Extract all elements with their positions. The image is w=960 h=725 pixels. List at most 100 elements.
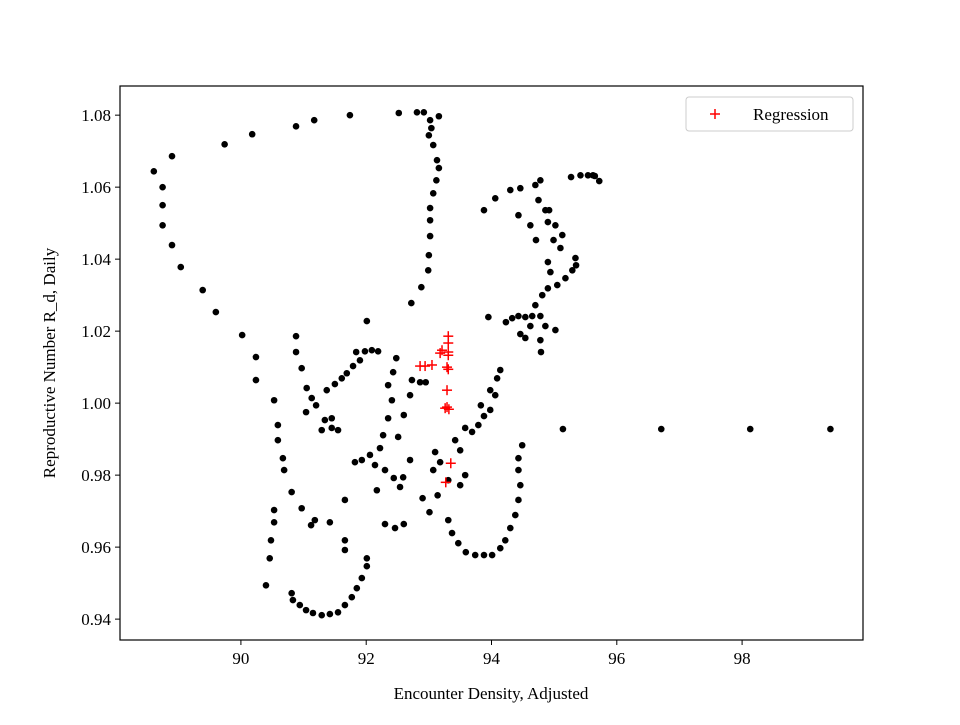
point xyxy=(341,546,349,554)
point xyxy=(150,168,158,175)
point xyxy=(425,132,433,139)
point xyxy=(517,481,524,489)
point xyxy=(266,554,274,562)
point xyxy=(517,184,524,192)
point xyxy=(274,436,282,444)
point xyxy=(352,348,360,356)
plus-marker xyxy=(440,403,451,414)
plus-marker xyxy=(443,350,454,361)
point xyxy=(584,171,592,179)
point xyxy=(328,424,336,432)
point xyxy=(363,554,371,562)
point xyxy=(515,454,522,462)
point xyxy=(493,374,501,382)
point xyxy=(292,348,300,356)
y-tick-label: 1.02 xyxy=(81,322,111,341)
point xyxy=(428,124,435,132)
point xyxy=(435,164,443,172)
point xyxy=(353,584,361,592)
point xyxy=(288,589,295,597)
point xyxy=(326,610,334,618)
point xyxy=(361,348,369,355)
point xyxy=(572,254,579,262)
x-axis-label: Encounter Density, Adjusted xyxy=(394,684,589,703)
point xyxy=(532,301,539,309)
point xyxy=(346,111,354,119)
y-tick-label: 1.00 xyxy=(81,394,111,413)
point xyxy=(381,466,389,474)
point xyxy=(426,116,434,124)
point xyxy=(309,609,317,617)
point xyxy=(341,601,349,609)
point xyxy=(461,471,469,479)
point xyxy=(348,593,356,601)
point xyxy=(419,494,426,502)
point xyxy=(537,348,545,356)
legend-marker xyxy=(710,109,720,119)
point xyxy=(506,524,514,532)
point xyxy=(515,466,522,474)
point xyxy=(376,444,384,452)
plus-marker xyxy=(426,359,437,370)
point xyxy=(358,574,366,582)
point xyxy=(433,177,440,184)
point xyxy=(270,506,278,514)
point xyxy=(199,286,206,294)
point xyxy=(321,416,329,424)
point xyxy=(323,386,331,394)
point xyxy=(426,508,433,516)
point xyxy=(252,376,260,384)
point xyxy=(537,312,544,320)
point xyxy=(515,496,522,504)
plus-marker xyxy=(443,364,454,375)
y-tick-label: 0.94 xyxy=(81,610,111,629)
point xyxy=(307,521,315,529)
point xyxy=(426,204,434,212)
point xyxy=(506,186,514,194)
point xyxy=(312,401,320,409)
point xyxy=(308,394,316,402)
point xyxy=(515,211,522,219)
point xyxy=(262,581,270,589)
point xyxy=(289,596,297,604)
point xyxy=(326,518,334,526)
point xyxy=(238,331,246,339)
point xyxy=(368,346,376,354)
point xyxy=(461,424,469,432)
point xyxy=(537,177,544,184)
point xyxy=(431,448,439,456)
point xyxy=(537,336,544,344)
point xyxy=(532,236,540,244)
x-tick-label: 92 xyxy=(358,649,375,668)
point xyxy=(252,353,260,361)
point xyxy=(532,181,539,189)
point xyxy=(544,285,552,292)
point xyxy=(406,456,414,464)
point xyxy=(562,274,569,282)
point xyxy=(502,318,510,326)
point xyxy=(351,458,359,466)
point xyxy=(221,141,228,148)
point xyxy=(177,263,185,271)
point xyxy=(399,473,407,481)
point xyxy=(552,222,559,229)
point xyxy=(448,529,456,537)
point xyxy=(569,267,576,274)
point xyxy=(426,216,434,224)
point xyxy=(334,426,342,434)
point xyxy=(491,391,499,399)
point xyxy=(468,428,476,436)
point xyxy=(267,536,275,544)
point xyxy=(384,381,392,389)
point xyxy=(392,354,400,362)
point xyxy=(408,376,416,384)
point xyxy=(508,314,516,322)
point xyxy=(528,312,536,320)
point xyxy=(418,283,425,291)
point xyxy=(390,474,398,482)
point xyxy=(486,386,494,394)
y-tick-label: 0.96 xyxy=(81,538,111,557)
plus-marker xyxy=(442,402,453,413)
y-axis-label: Reproductive Number R_d, Daily xyxy=(40,247,59,478)
point xyxy=(349,362,357,370)
